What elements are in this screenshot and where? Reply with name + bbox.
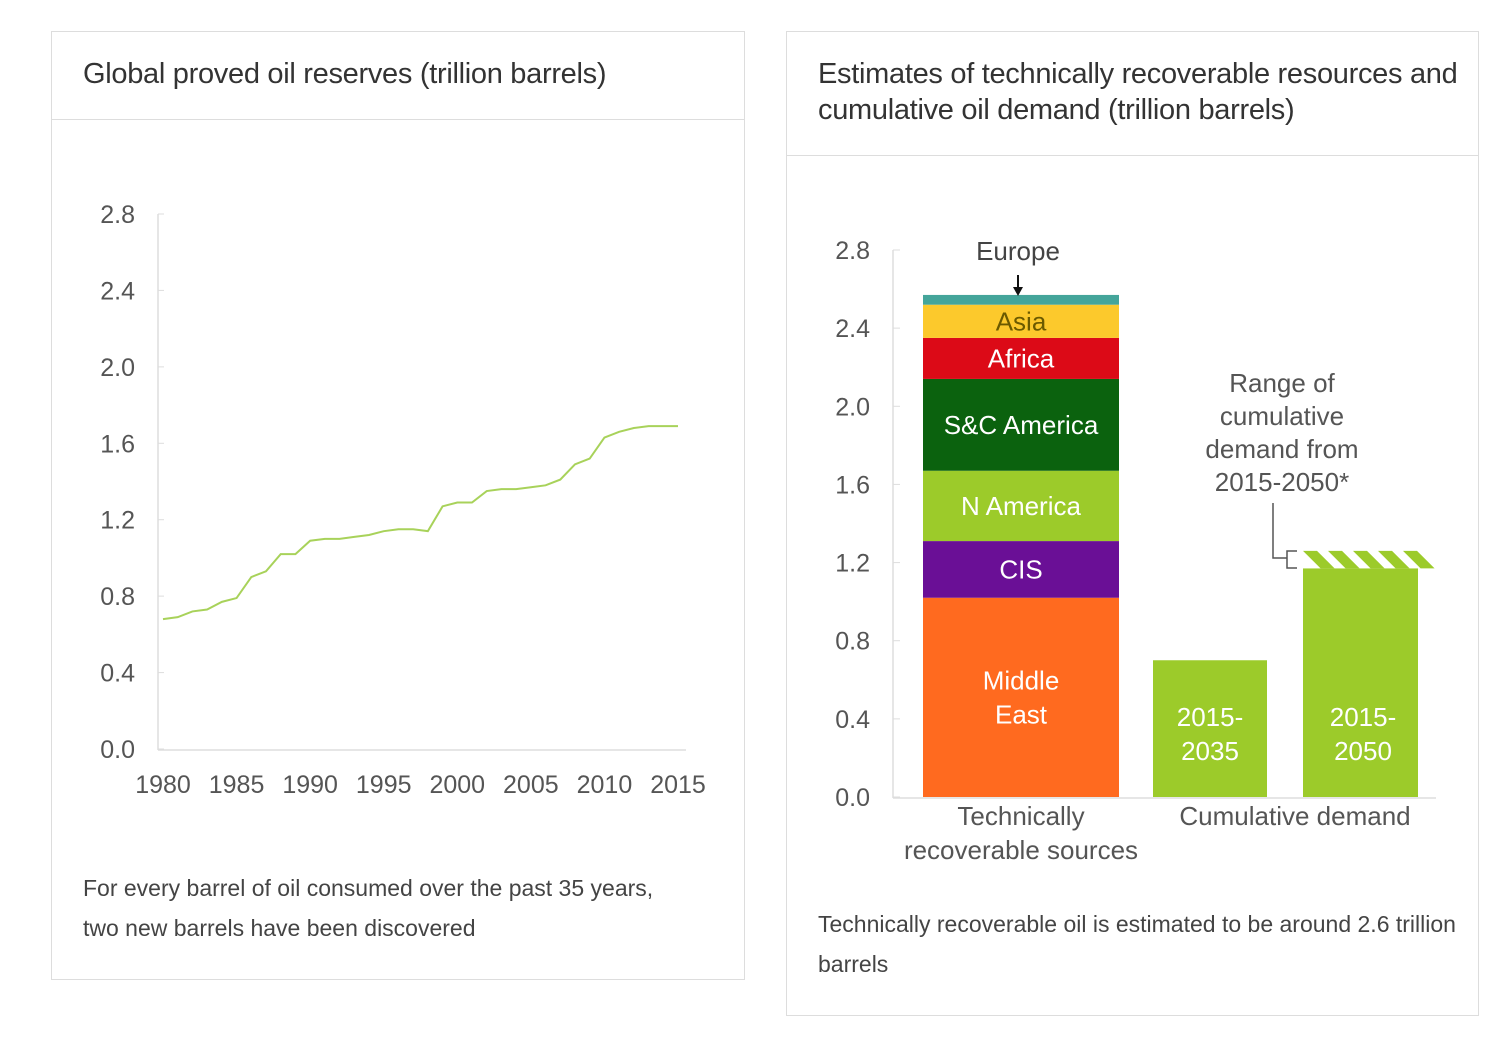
x-tick-label: 2010 (577, 771, 633, 799)
segment-label: Africa (988, 343, 1055, 373)
x-category-label: recoverable sources (904, 835, 1138, 865)
y-tick-label: 0.0 (100, 736, 135, 764)
y-tick-label: 0.8 (835, 628, 870, 656)
range-stripe (1403, 550, 1435, 569)
europe-label: Europe (976, 236, 1060, 266)
y-tick-label: 2.8 (100, 201, 135, 229)
y-tick-label: 0.4 (100, 660, 135, 688)
segment-label: S&C America (944, 410, 1099, 440)
divider (52, 119, 744, 120)
bar-segment-middle-east (923, 597, 1119, 797)
bar-segment-africa (923, 337, 1119, 379)
demand-bar-label: 2015- (1177, 702, 1244, 732)
reserves-caption: For every barrel of oil consumed over th… (83, 875, 654, 941)
range-annotation: cumulative (1220, 401, 1344, 431)
x-tick-label: 2000 (429, 771, 485, 799)
segment-label: CIS (999, 554, 1042, 584)
reserves-panel: Global proved oil reserves (trillion bar… (51, 31, 745, 980)
y-tick-label: 0.4 (835, 706, 870, 734)
x-category-label: Cumulative demand (1179, 801, 1410, 831)
bar-segment-europe (923, 294, 1119, 305)
range-annotation: 2015-2050* (1215, 467, 1349, 497)
range-stripe (1378, 550, 1410, 569)
range-bracket (1272, 503, 1297, 569)
bar-segment-n-america (923, 470, 1119, 542)
segment-label: Middle (983, 665, 1060, 695)
y-tick-label: 2.8 (835, 237, 870, 265)
x-tick-label: 1990 (282, 771, 338, 799)
y-tick-label: 2.0 (835, 393, 870, 421)
europe-arrowhead (1013, 287, 1023, 296)
segment-label: N America (961, 491, 1081, 521)
y-tick-label: 2.4 (100, 277, 135, 305)
x-tick-label: 1985 (209, 771, 265, 799)
y-tick-label: 1.2 (100, 507, 135, 535)
range-stripe (1303, 550, 1335, 569)
range-annotation: demand from (1205, 434, 1358, 464)
x-tick-label: 2015 (650, 771, 706, 799)
bar-demand-2050 (1303, 568, 1418, 797)
bar-segment-s-c-america (923, 378, 1119, 471)
divider (787, 155, 1478, 156)
x-tick-label: 1980 (135, 771, 191, 799)
demand-bar-label: 2035 (1181, 736, 1239, 766)
resources-title: Estimates of technically recoverable res… (818, 58, 1458, 126)
segment-label: Asia (996, 306, 1047, 336)
x-tick-label: 1995 (356, 771, 412, 799)
range-annotation: Range of (1229, 368, 1335, 398)
resources-caption: Technically recoverable oil is estimated… (818, 911, 1456, 977)
range-stripe (1328, 550, 1360, 569)
y-tick-label: 1.2 (835, 550, 870, 578)
y-tick-label: 0.8 (100, 583, 135, 611)
y-tick-label: 1.6 (100, 430, 135, 458)
demand-bar-label: 2015- (1330, 702, 1397, 732)
bar-segment-cis (923, 541, 1119, 598)
y-tick-label: 1.6 (835, 471, 870, 499)
x-category-label: Technically (957, 801, 1084, 831)
reserves-line (162, 425, 678, 621)
range-stripe (1353, 550, 1385, 569)
bar-segment-asia (923, 304, 1119, 338)
bar-demand-2035 (1153, 660, 1267, 797)
demand-bar-label: 2050 (1334, 736, 1392, 766)
y-tick-label: 2.0 (100, 354, 135, 382)
x-tick-label: 2005 (503, 771, 559, 799)
y-tick-label: 2.4 (835, 315, 870, 343)
segment-label: East (995, 699, 1048, 729)
y-tick-label: 0.0 (835, 784, 870, 812)
reserves-title: Global proved oil reserves (trillion bar… (83, 58, 607, 90)
resources-panel: Estimates of technically recoverable res… (786, 31, 1479, 1016)
